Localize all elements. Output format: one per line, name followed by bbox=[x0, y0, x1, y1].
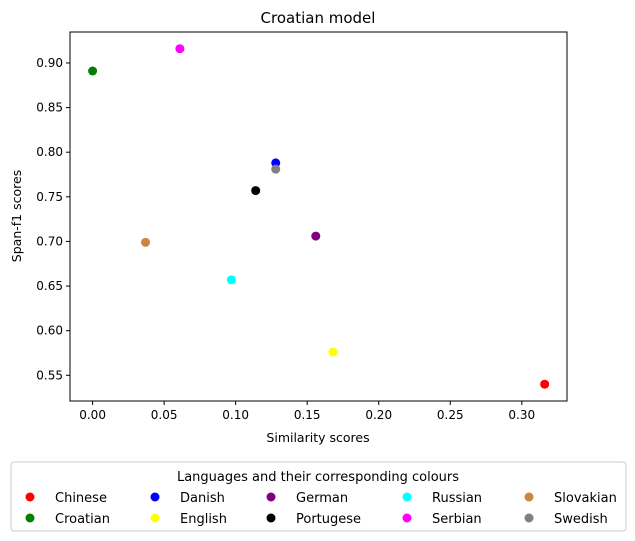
legend-marker-portugese bbox=[266, 513, 276, 523]
y-tick-label: 0.85 bbox=[36, 101, 63, 115]
y-tick-label: 0.55 bbox=[36, 368, 63, 382]
legend-marker-chinese bbox=[25, 492, 35, 502]
legend-label-danish: Danish bbox=[180, 491, 225, 506]
point-serbian bbox=[175, 44, 185, 54]
legend-label-german: German bbox=[296, 491, 348, 506]
x-axis-title: Similarity scores bbox=[266, 430, 369, 445]
x-tick-label: 0.05 bbox=[151, 408, 178, 422]
x-tick-label: 0.30 bbox=[508, 408, 535, 422]
y-tick-label: 0.60 bbox=[36, 324, 63, 338]
legend-label-portugese: Portugese bbox=[296, 512, 361, 527]
legend: Languages and their corresponding colour… bbox=[10, 461, 627, 532]
x-tick-label: 0.00 bbox=[79, 408, 106, 422]
legend-label-swedish: Swedish bbox=[554, 512, 608, 527]
legend-box bbox=[10, 461, 627, 532]
x-tick-label: 0.10 bbox=[222, 408, 249, 422]
point-russian bbox=[226, 275, 236, 285]
y-axis: 0.55 0.60 0.65 0.70 0.75 0.80 0.85 0.90 bbox=[36, 56, 70, 382]
x-tick-label: 0.15 bbox=[294, 408, 321, 422]
y-tick-label: 0.75 bbox=[36, 190, 63, 204]
point-german bbox=[311, 231, 321, 241]
chart-title: Croatian model bbox=[261, 9, 376, 27]
point-swedish bbox=[271, 164, 281, 174]
y-axis-title: Span-f1 scores bbox=[9, 170, 24, 262]
x-tick-label: 0.20 bbox=[365, 408, 392, 422]
point-croatian bbox=[88, 66, 98, 76]
point-danish bbox=[271, 158, 281, 168]
point-english bbox=[328, 347, 338, 357]
y-tick-label: 0.80 bbox=[36, 145, 63, 159]
legend-marker-english bbox=[150, 513, 160, 523]
y-tick-label: 0.90 bbox=[36, 56, 63, 70]
plot-area bbox=[69, 31, 568, 402]
legend-label-english: English bbox=[180, 512, 227, 527]
legend-items: Chinese Croatian Danish English German Portug… bbox=[25, 491, 617, 527]
legend-marker-slovakian bbox=[524, 492, 534, 502]
legend-marker-swedish bbox=[524, 513, 534, 523]
legend-label-slovakian: Slovakian bbox=[554, 491, 617, 506]
point-chinese bbox=[540, 379, 550, 389]
legend-label-russian: Russian bbox=[432, 491, 482, 506]
x-axis: 0.00 0.05 0.10 0.15 0.20 0.25 0.30 bbox=[79, 401, 535, 422]
legend-title: Languages and their corresponding colour… bbox=[177, 470, 459, 485]
y-tick-label: 0.65 bbox=[36, 279, 63, 293]
legend-marker-german bbox=[266, 492, 276, 502]
legend-marker-serbian bbox=[402, 513, 412, 523]
legend-label-serbian: Serbian bbox=[432, 512, 482, 527]
legend-marker-russian bbox=[402, 492, 412, 502]
y-tick-label: 0.70 bbox=[36, 234, 63, 248]
legend-label-chinese: Chinese bbox=[55, 491, 107, 506]
legend-marker-croatian bbox=[25, 513, 35, 523]
point-slovakian bbox=[141, 237, 151, 247]
legend-label-croatian: Croatian bbox=[55, 512, 110, 527]
data-points bbox=[88, 44, 550, 389]
point-portugese bbox=[251, 186, 261, 196]
legend-marker-danish bbox=[150, 492, 160, 502]
x-tick-label: 0.25 bbox=[437, 408, 464, 422]
